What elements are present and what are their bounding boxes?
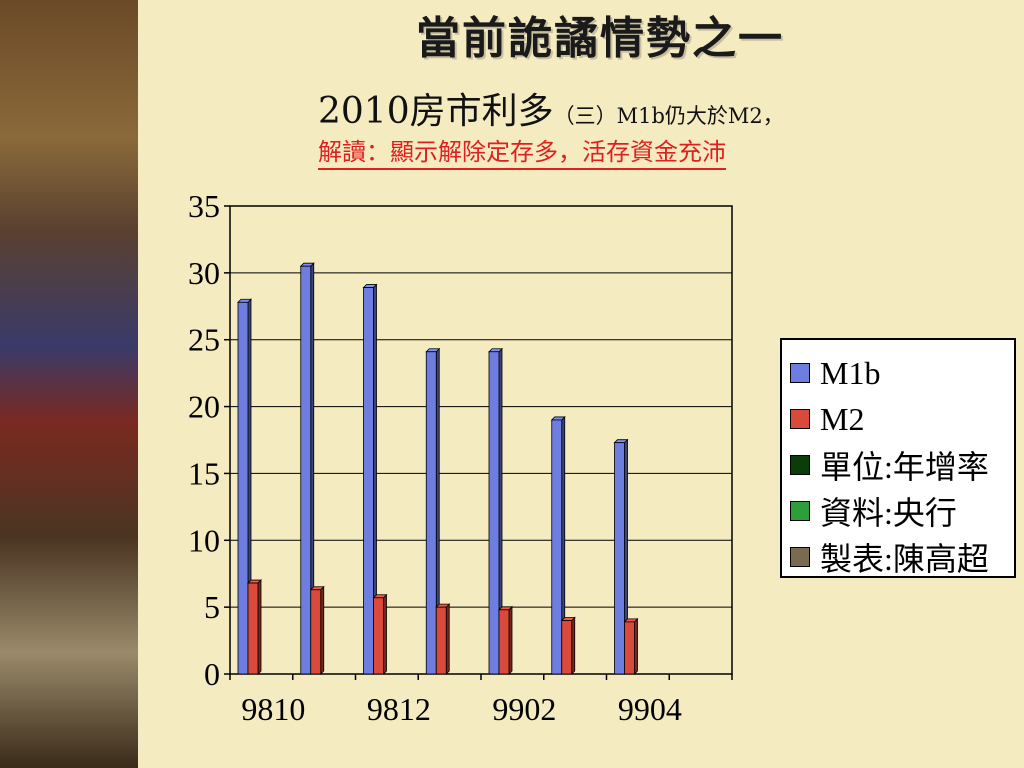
x-tick-label: 9904: [618, 691, 682, 727]
legend-item: 製表:陳高超: [790, 534, 1014, 580]
bar-m2-9902: [498, 609, 510, 675]
slide-title: 當前詭譎情勢之一: [416, 13, 784, 64]
y-tick-label: 0: [204, 656, 220, 692]
y-tick-label: 10: [188, 522, 220, 558]
legend-item: M2: [790, 396, 1014, 442]
legend-label: M2: [820, 400, 865, 437]
subtitle-rest: M1b仍大於M2，: [616, 104, 784, 128]
bar-side: [445, 603, 450, 675]
bar-m2-9904: [624, 621, 635, 675]
bar-m1b-9904: [614, 442, 625, 675]
legend-label: 資料:央行: [820, 495, 957, 531]
legend-swatch: [790, 501, 810, 521]
legend-swatch: [790, 409, 810, 429]
bar-m1b-9812: [363, 287, 374, 675]
legend-item: 資料:央行: [790, 488, 1014, 534]
legend-label: 製表:陳高超: [820, 541, 989, 577]
bar-m1b-9903: [551, 419, 563, 675]
decorative-side-image: [0, 0, 138, 768]
chart-legend: M1b M2 單位:年增率 資料:央行製表:陳高超: [780, 338, 1016, 578]
subtitle-paren: （三）: [553, 104, 617, 128]
y-tick-label: 30: [188, 255, 220, 291]
subtitle-main: 2010房市利多: [318, 91, 554, 132]
bar-m2-9901: [435, 606, 447, 675]
bar-m1b-9902: [488, 351, 500, 675]
bar-m1b-9810: [237, 301, 249, 675]
bar-chart: 0 5 10 15 20 25 30 35 9810 9812 9902 9904: [188, 188, 733, 727]
interpretation-note: 解讀：顯示解除定存多，活存資金充沛: [318, 136, 726, 170]
bar-m2-9812: [373, 597, 384, 675]
y-tick-label: 25: [188, 322, 220, 358]
legend-swatch: [790, 547, 810, 567]
y-tick-label: 5: [204, 589, 220, 625]
x-tick-label: 9902: [492, 691, 556, 727]
legend-label: 單位:年增率: [820, 449, 989, 485]
bar-side: [383, 593, 387, 675]
bar-side: [508, 605, 513, 675]
legend-swatch: [790, 455, 810, 475]
bar-m2-9903: [561, 620, 573, 675]
y-tick-label: 15: [188, 455, 220, 491]
bar-m1b-9811: [300, 265, 312, 675]
bar-side: [634, 617, 638, 675]
legend-item: 單位:年增率: [790, 442, 1014, 488]
bar-side: [320, 585, 325, 675]
x-tick-label: 9812: [367, 691, 431, 727]
x-tick-label: 9810: [241, 691, 305, 727]
legend-item: M1b: [790, 350, 1014, 396]
legend-label: M1b: [820, 354, 881, 391]
y-tick-label: 35: [188, 188, 220, 224]
bar-m2-9810: [247, 582, 259, 675]
bar-side: [257, 579, 262, 675]
y-tick-label: 20: [188, 389, 220, 425]
slide-subtitle: 2010房市利多（三）M1b仍大於M2，: [318, 82, 784, 134]
bar-side: [571, 616, 576, 675]
bar-m2-9811: [310, 589, 322, 675]
legend-swatch: [790, 363, 810, 383]
bar-m1b-9901: [425, 351, 437, 675]
